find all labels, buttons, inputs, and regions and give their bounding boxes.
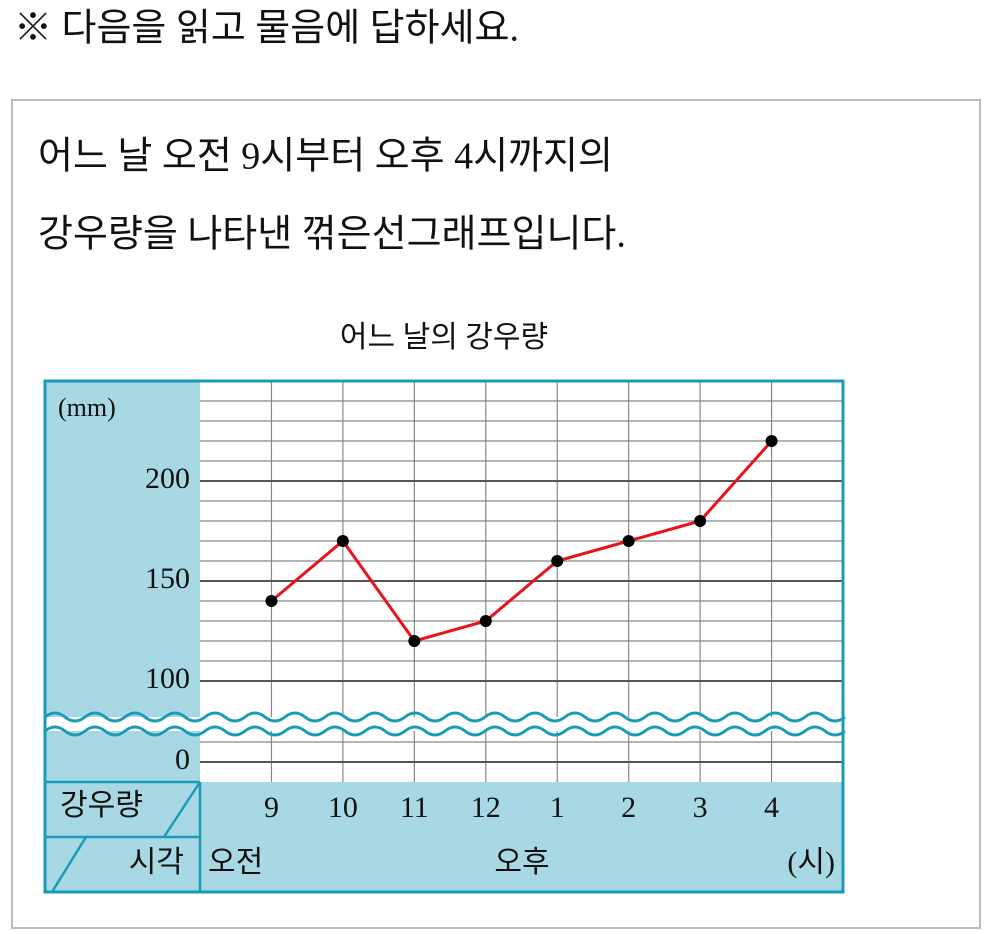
point (551, 555, 564, 567)
pm-label: 오후 (494, 846, 549, 879)
passage-line: 어느 날 오전 9시부터 오후 4시까지의 (38, 136, 613, 178)
chart-frame (43, 379, 845, 894)
passage-line: 강우량을 나타낸 꺾은선그래프입니다. (38, 214, 626, 256)
point (765, 435, 778, 447)
break-gap (45, 717, 843, 731)
x-tick-label: 12 (471, 791, 501, 824)
am-label: 오전 (208, 846, 263, 879)
instruction: ※ 다음을 읽고 물음에 답하세요. (14, 8, 519, 50)
x-tick-label: 3 (693, 791, 708, 824)
axis-break (44, 711, 846, 723)
y-tick-label: 0 (175, 743, 190, 776)
point (336, 535, 349, 547)
passage-box (11, 99, 981, 929)
x-tick-label: 10 (328, 791, 358, 824)
x-tick-label: 11 (400, 791, 429, 824)
chart-title: 어느 날의 강우량 (340, 321, 548, 354)
rain-line (270, 440, 773, 643)
point (408, 635, 421, 647)
x-tick-label: 1 (550, 791, 565, 824)
y-tick-label: 100 (145, 662, 190, 695)
x-tick-label: 4 (764, 791, 779, 824)
header-divider (45, 780, 202, 893)
point (694, 515, 707, 527)
row-header: 강우량 (60, 789, 143, 822)
y-axis-panel (45, 381, 200, 782)
row-header: 시각 (129, 846, 184, 879)
axis-break (44, 725, 846, 737)
x-unit: (시) (787, 846, 835, 879)
point (622, 535, 635, 547)
point (265, 595, 278, 607)
x-tick-label: 9 (264, 791, 279, 824)
y-unit: (mm) (58, 393, 116, 422)
x-tick-label: 2 (621, 791, 636, 824)
y-tick-label: 200 (145, 462, 190, 495)
point (479, 615, 492, 627)
y-tick-label: 150 (145, 562, 190, 595)
